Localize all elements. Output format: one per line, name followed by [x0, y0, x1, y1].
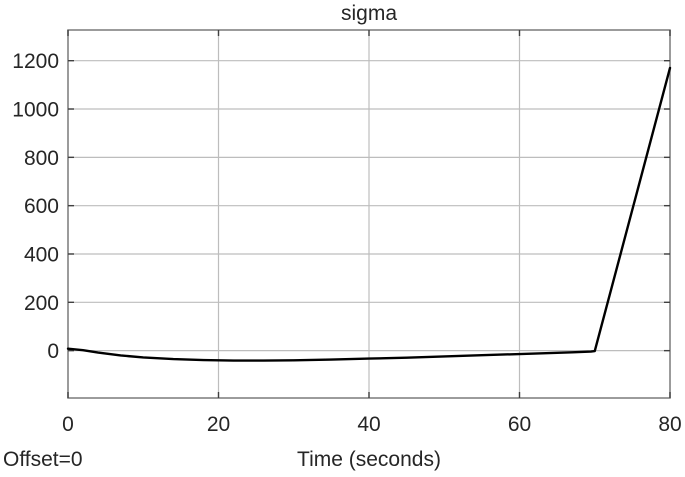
- y-tick-label: 400: [24, 243, 59, 266]
- x-tick-label: 80: [658, 413, 681, 436]
- series-sigma: [66, 66, 672, 362]
- x-axis-label: Time (seconds): [297, 448, 441, 471]
- y-tick-label: 0: [47, 340, 59, 363]
- y-tick-label: 800: [24, 147, 59, 170]
- chart-title: sigma: [340, 2, 398, 25]
- x-tick-label: 20: [207, 413, 230, 436]
- y-tick-label: 1200: [12, 50, 59, 73]
- offset-label: Offset=0: [3, 448, 83, 471]
- x-tick-label: 60: [508, 413, 531, 436]
- y-tick-label: 600: [24, 195, 59, 218]
- y-tick-label: 200: [24, 292, 59, 315]
- x-tick-label: 40: [357, 413, 380, 436]
- x-tick-label: 0: [62, 413, 74, 436]
- y-tick-label: 1000: [12, 99, 59, 122]
